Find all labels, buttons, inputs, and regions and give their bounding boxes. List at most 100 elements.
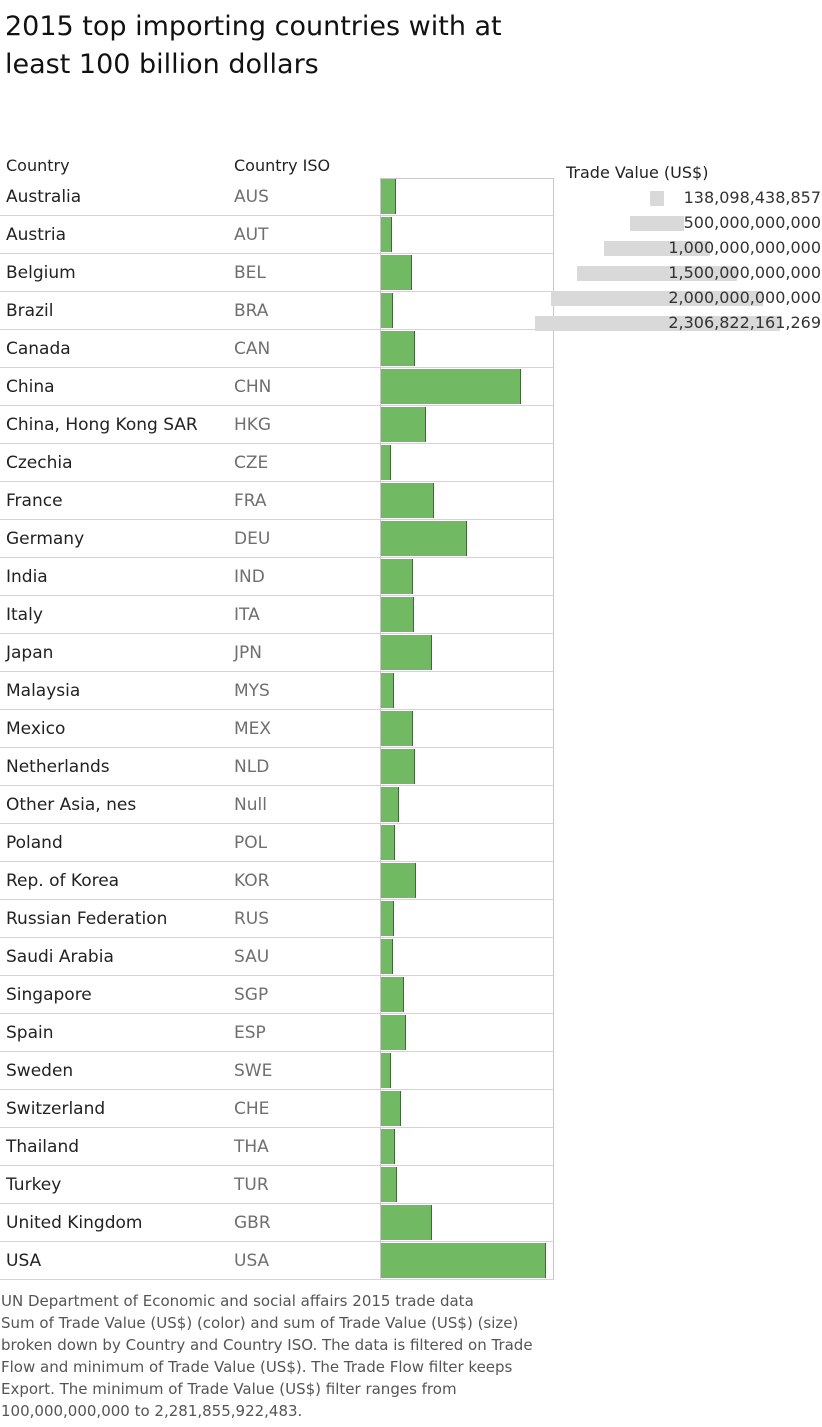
country-iso-label: BRA (234, 301, 269, 321)
legend-size-bar (649, 191, 665, 206)
trade-value-bar[interactable] (381, 445, 391, 480)
trade-value-bar[interactable] (381, 293, 394, 328)
table-row[interactable]: Switzerland CHE (0, 1090, 554, 1128)
country-label: Austria (6, 225, 67, 245)
table-row[interactable]: Czechia CZE (0, 444, 554, 482)
trade-value-bar[interactable] (381, 217, 393, 252)
column-header-country[interactable]: Country (6, 156, 70, 175)
table-row[interactable]: China CHN (0, 368, 554, 406)
trade-value-bar[interactable] (381, 407, 427, 442)
row-divider (0, 1279, 554, 1280)
trade-value-bar[interactable] (381, 179, 396, 214)
legend-label: 2,306,822,161,269 (668, 313, 821, 332)
trade-value-bar[interactable] (381, 863, 416, 898)
country-iso-label: JPN (234, 643, 262, 663)
trade-value-bar[interactable] (381, 331, 415, 366)
trade-value-bar[interactable] (381, 1015, 407, 1050)
table-row[interactable]: Other Asia, nes Null (0, 786, 554, 824)
table-row[interactable]: Singapore SGP (0, 976, 554, 1014)
table-row[interactable]: France FRA (0, 482, 554, 520)
trade-value-bar[interactable] (381, 255, 412, 290)
trade-value-bar[interactable] (381, 825, 396, 860)
country-label: Other Asia, nes (6, 795, 137, 815)
legend-item: 138,098,438,857 (560, 186, 821, 211)
legend-label: 138,098,438,857 (683, 188, 821, 207)
table-row[interactable]: Spain ESP (0, 1014, 554, 1052)
country-label: Netherlands (6, 757, 110, 777)
trade-value-bar[interactable] (381, 559, 414, 594)
trade-value-bar[interactable] (381, 597, 415, 632)
table-row[interactable]: Italy ITA (0, 596, 554, 634)
row-divider (0, 443, 554, 444)
country-iso-label: GBR (234, 1213, 271, 1233)
table-row[interactable]: Poland POL (0, 824, 554, 862)
table-row[interactable]: Malaysia MYS (0, 672, 554, 710)
country-iso-label: SWE (234, 1061, 273, 1081)
trade-value-bar[interactable] (381, 1053, 391, 1088)
legend-label: 1,000,000,000,000 (668, 238, 821, 257)
row-divider (0, 861, 554, 862)
trade-value-bar[interactable] (381, 521, 467, 556)
table-row[interactable]: Mexico MEX (0, 710, 554, 748)
country-label: Turkey (6, 1175, 62, 1195)
table-row[interactable]: Germany DEU (0, 520, 554, 558)
trade-value-bar[interactable] (381, 977, 404, 1012)
trade-value-bar[interactable] (381, 1205, 433, 1240)
table-row[interactable]: Saudi Arabia SAU (0, 938, 554, 976)
table-row[interactable]: Brazil BRA (0, 292, 554, 330)
country-iso-label: SAU (234, 947, 270, 967)
table-row[interactable]: Russian Federation RUS (0, 900, 554, 938)
row-divider (0, 595, 554, 596)
table-row[interactable]: Belgium BEL (0, 254, 554, 292)
table-row[interactable]: Japan JPN (0, 634, 554, 672)
country-label: Poland (6, 833, 63, 853)
table-row[interactable]: Rep. of Korea KOR (0, 862, 554, 900)
row-divider (0, 1203, 554, 1204)
country-iso-label: SGP (234, 985, 269, 1005)
table-row[interactable]: India IND (0, 558, 554, 596)
country-iso-label: MYS (234, 681, 270, 701)
row-divider (0, 1165, 554, 1166)
table-row[interactable]: Austria AUT (0, 216, 554, 254)
country-iso-label: USA (234, 1251, 270, 1271)
table-row[interactable]: Canada CAN (0, 330, 554, 368)
legend-size-bar (550, 291, 764, 306)
legend-size-bar (630, 216, 684, 231)
trade-value-bar[interactable] (381, 939, 394, 974)
table-row[interactable]: Thailand THA (0, 1128, 554, 1166)
column-header-country-iso[interactable]: Country ISO (234, 156, 331, 175)
trade-value-bar[interactable] (381, 483, 435, 518)
table-row[interactable]: United Kingdom GBR (0, 1204, 554, 1242)
table-row[interactable]: Turkey TUR (0, 1166, 554, 1204)
trade-value-bar[interactable] (381, 1091, 401, 1126)
table-row[interactable]: Netherlands NLD (0, 748, 554, 786)
table-row[interactable]: Sweden SWE (0, 1052, 554, 1090)
country-iso-label: RUS (234, 909, 270, 929)
row-divider (0, 633, 554, 634)
trade-value-bar[interactable] (381, 787, 399, 822)
country-iso-label: ESP (234, 1023, 266, 1043)
table-top-border (380, 178, 554, 179)
trade-value-bar[interactable] (381, 673, 394, 708)
row-divider (0, 823, 554, 824)
trade-value-bar[interactable] (381, 1167, 397, 1202)
trade-value-bar[interactable] (381, 1129, 396, 1164)
trade-value-bar[interactable] (381, 635, 432, 670)
trade-value-bar[interactable] (381, 369, 522, 404)
table-row[interactable]: China, Hong Kong SAR HKG (0, 406, 554, 444)
table-row[interactable]: USA USA (0, 1242, 554, 1280)
country-iso-label: NLD (234, 757, 270, 777)
table-row[interactable]: Australia AUS (0, 178, 554, 216)
bar-axis-line (380, 178, 381, 1280)
country-iso-label: Null (234, 795, 267, 815)
legend-item: 1,000,000,000,000 (560, 236, 821, 261)
legend-title: Trade Value (US$) (566, 163, 709, 182)
trade-value-bar[interactable] (381, 1243, 546, 1278)
country-iso-label: AUS (234, 187, 269, 207)
trade-value-bar[interactable] (381, 749, 416, 784)
trade-value-bar[interactable] (381, 901, 394, 936)
row-divider (0, 975, 554, 976)
trade-value-bar[interactable] (381, 711, 414, 746)
page-title: 2015 top importing countries with at lea… (5, 11, 502, 80)
caption-source: UN Department of Economic and social aff… (1, 1292, 474, 1310)
